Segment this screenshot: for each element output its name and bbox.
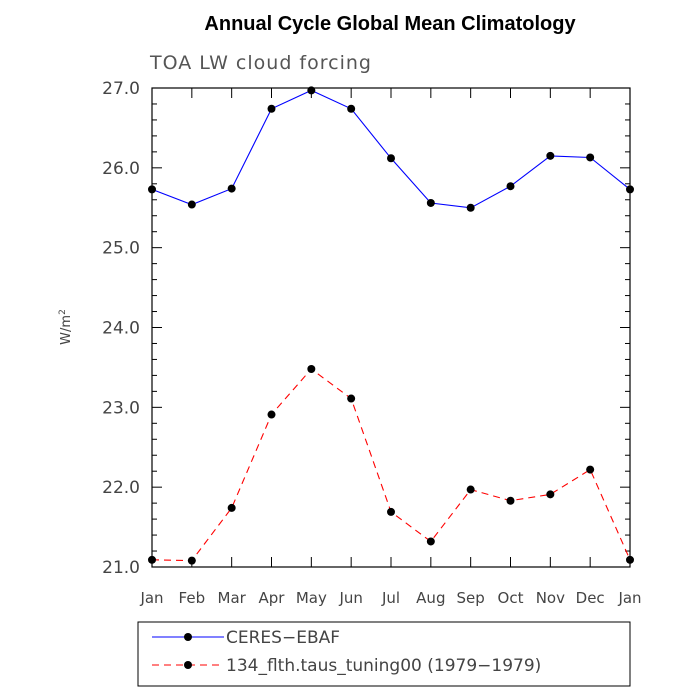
x-tick-label: Sep: [457, 589, 485, 607]
x-tick-label: Aug: [416, 589, 445, 607]
series-1-point: [267, 104, 276, 113]
series-2-point: [506, 496, 515, 505]
x-tick-label: Jun: [338, 589, 362, 607]
series-1-point: [187, 200, 196, 209]
x-tick-label: Dec: [576, 589, 605, 607]
chart-subtitle: TOA LW cloud forcing: [149, 52, 372, 74]
series-1-point: [307, 86, 316, 95]
series-1-point: [546, 151, 555, 160]
x-tick-label: Jan: [139, 589, 163, 607]
y-axis-label: W/m2: [58, 309, 74, 345]
y-tick-label: 23.0: [102, 398, 140, 418]
series-2-point: [347, 394, 356, 403]
legend-label-1: CERES−EBAF: [226, 628, 340, 648]
series-2-point: [148, 555, 156, 564]
legend-swatch-marker-2: [184, 661, 192, 669]
y-tick-label: 27.0: [102, 79, 140, 99]
series-2-point: [187, 556, 196, 565]
x-tick-label: Feb: [179, 589, 206, 607]
series-1-point: [506, 182, 515, 191]
series-2-point: [227, 503, 236, 512]
x-tick-label: May: [296, 589, 327, 607]
series-1-point: [387, 154, 395, 163]
series-1-point: [586, 153, 595, 162]
x-tick-label: Apr: [259, 589, 286, 607]
x-tick-label: Jul: [381, 589, 400, 607]
y-tick-label: 21.0: [102, 558, 140, 578]
y-axis-label-superscript: 2: [58, 309, 68, 315]
x-tick-label: Nov: [536, 589, 565, 607]
legend-swatch-marker-1: [184, 633, 192, 641]
series-2-point: [307, 365, 316, 374]
y-axis-label-base: W/m: [59, 315, 74, 345]
y-tick-label: 22.0: [102, 478, 140, 498]
plot-area: 21.0 22.0 23.0 24.0 25.0 26.0 27.0 Jan Feb Mar Apr…: [102, 79, 641, 607]
series-1-point: [148, 185, 156, 194]
series-2-point: [426, 537, 435, 546]
x-tick-label: Jan: [617, 589, 641, 607]
series-2-point: [546, 490, 555, 499]
series-2-point: [387, 507, 395, 516]
series-1-point: [626, 185, 634, 194]
x-tick-label: Mar: [218, 589, 247, 607]
series-1-point: [426, 198, 435, 207]
series-2-point: [267, 410, 276, 419]
series-2-point: [626, 555, 634, 564]
series-1-point: [347, 104, 356, 113]
series-2-point: [586, 465, 595, 474]
legend: CERES−EBAF 134_flth.taus_tuning00 (1979−1…: [137, 621, 631, 687]
x-tick-label: Oct: [498, 589, 524, 607]
series-2-point: [466, 485, 475, 494]
legend-label-2: 134_flth.taus_tuning00 (1979−1979): [226, 656, 541, 676]
series-1-point: [227, 184, 236, 193]
series-line-1: [151, 89, 631, 209]
y-tick-label: 24.0: [102, 319, 140, 339]
series-1-point: [466, 203, 475, 212]
y-tick-label: 26.0: [102, 159, 140, 179]
legend-box: [137, 621, 631, 687]
series-line-2: [151, 368, 631, 562]
y-tick-label: 25.0: [102, 239, 140, 259]
chart-title: Annual Cycle Global Mean Climatology: [204, 13, 576, 35]
